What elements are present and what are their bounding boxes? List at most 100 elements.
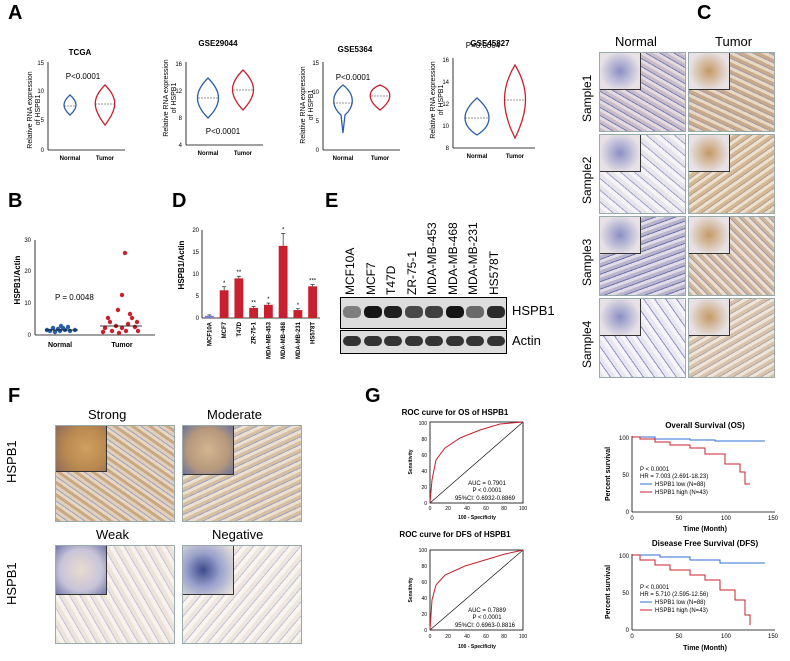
- panel-f: Strong Moderate Weak Negative HSPB1 HSPB…: [0, 405, 365, 650]
- svg-text:60: 60: [483, 506, 489, 512]
- svg-text:Normal: Normal: [60, 156, 81, 162]
- band-hspb1: [384, 306, 402, 318]
- panel-d-bar-chart: HSPB1/Actin 05101520MCF10A*MCF7**T47D**Z…: [177, 228, 320, 359]
- svg-text:HSPB1 low (N=88): HSPB1 low (N=88): [655, 482, 706, 488]
- panel-label-c: C: [697, 2, 712, 24]
- row-label-hspb1-2: HSPB1: [4, 562, 19, 605]
- blot-label-actin: Actin: [512, 333, 541, 348]
- violin-gse45827: GSE45827 Relative RNA expression of HSPB…: [430, 39, 535, 160]
- svg-text:100: 100: [721, 516, 732, 522]
- category-label: MCF10A: [207, 321, 213, 346]
- svg-text:40: 40: [464, 506, 470, 512]
- svg-text:80: 80: [421, 564, 427, 570]
- svg-text:0: 0: [424, 501, 427, 507]
- sample-label: Sample4: [580, 320, 594, 368]
- svg-text:150: 150: [768, 516, 779, 522]
- svg-text:Relative RNA expression: Relative RNA expression: [300, 66, 307, 144]
- svg-text:0: 0: [626, 510, 630, 516]
- band-hspb1: [445, 306, 464, 318]
- svg-text:Tumor: Tumor: [506, 154, 525, 160]
- svg-text:Time (Month): Time (Month): [683, 645, 727, 652]
- panel-label-f: F: [8, 385, 21, 407]
- svg-text:50: 50: [622, 591, 629, 597]
- svg-text:0: 0: [630, 516, 634, 522]
- ihc-normal: [599, 216, 686, 296]
- bar: [308, 286, 318, 318]
- ihc-inset: [600, 299, 641, 336]
- panel-label-b: B: [8, 190, 23, 212]
- bar: [234, 278, 244, 318]
- panel-b: HSPB1/Actin 0 10 20 30 P = 0.0048 Normal…: [0, 200, 170, 370]
- ihc-tumor: [688, 52, 775, 132]
- ihc-inset: [689, 53, 730, 90]
- roc-os: ROC curve for OS of HSPB1 Sensitivity 10…: [402, 408, 528, 521]
- svg-text:95%CI: 0.6932-0.8869: 95%CI: 0.6932-0.8869: [455, 496, 516, 502]
- panel-label-a: A: [8, 2, 23, 24]
- significance-mark: **: [237, 270, 242, 276]
- svg-text:of HSPB1: of HSPB1: [438, 85, 445, 116]
- panel-g-charts: ROC curve for OS of HSPB1 Sensitivity 10…: [399, 408, 779, 652]
- category-label: HS578T: [311, 322, 317, 344]
- svg-text:HSPB1 high (N=43): HSPB1 high (N=43): [655, 608, 708, 614]
- svg-text:Normal: Normal: [333, 156, 354, 162]
- lane-label: MCF7: [363, 262, 378, 295]
- svg-text:P < 0.0001: P < 0.0001: [640, 467, 670, 473]
- svg-text:Normal: Normal: [48, 342, 72, 349]
- svg-text:of HSPB1: of HSPB1: [171, 83, 178, 114]
- band-hspb1: [425, 306, 443, 318]
- lane-label: MDA-MB-453: [425, 222, 439, 295]
- svg-text:80: 80: [421, 437, 427, 443]
- svg-text:P=0.0004: P=0.0004: [466, 41, 501, 50]
- blot-actin: [340, 330, 507, 354]
- svg-text:100: 100: [619, 554, 630, 560]
- ihc-tumor: [688, 216, 775, 296]
- ihc-negative: [182, 545, 302, 644]
- svg-text:Sensitivity: Sensitivity: [408, 577, 414, 602]
- svg-text:40: 40: [421, 596, 427, 602]
- significance-mark: *: [282, 228, 285, 234]
- band-actin: [404, 336, 423, 346]
- significance-mark: *: [267, 297, 270, 303]
- svg-text:100: 100: [721, 634, 732, 640]
- svg-text:Percent survival: Percent survival: [605, 565, 612, 619]
- svg-text:150: 150: [768, 634, 779, 640]
- svg-text:Normal: Normal: [467, 154, 488, 160]
- svg-text:14: 14: [442, 80, 449, 86]
- svg-text:5: 5: [316, 119, 320, 125]
- band-actin: [466, 336, 484, 346]
- svg-text:HSPB1/Actin: HSPB1/Actin: [177, 240, 186, 289]
- category-label: MDA-MB-231: [296, 321, 302, 359]
- label-weak: Weak: [96, 527, 129, 542]
- svg-text:100 - Specificity: 100 - Specificity: [458, 515, 496, 521]
- svg-text:100: 100: [419, 548, 428, 554]
- band-actin: [343, 336, 361, 346]
- ihc-inset: [689, 299, 730, 336]
- svg-text:5: 5: [41, 118, 45, 124]
- svg-text:95%CI: 0.6963-0.8816: 95%CI: 0.6963-0.8816: [455, 623, 516, 629]
- band-actin: [445, 336, 464, 346]
- ihc-inset: [689, 217, 730, 254]
- bar: [249, 307, 259, 318]
- label-moderate: Moderate: [207, 407, 262, 422]
- row-label-hspb1: HSPB1: [4, 440, 19, 483]
- svg-text:GSE5364: GSE5364: [338, 45, 373, 54]
- svg-text:0: 0: [424, 628, 427, 634]
- svg-text:100: 100: [519, 634, 528, 640]
- svg-text:HR = 5.710 (2.595-12.56): HR = 5.710 (2.595-12.56): [640, 592, 708, 598]
- svg-text:15: 15: [312, 61, 319, 67]
- ihc-tumor: [688, 298, 775, 378]
- svg-text:Disease Free Survival (DFS): Disease Free Survival (DFS): [652, 539, 759, 548]
- svg-text:HSPB1 high (N=43): HSPB1 high (N=43): [655, 490, 708, 496]
- svg-text:0: 0: [41, 148, 45, 154]
- category-label: T47D: [237, 321, 243, 336]
- ihc-strong: [55, 425, 175, 522]
- svg-text:8: 8: [179, 116, 183, 122]
- svg-text:Time (Month): Time (Month): [683, 526, 727, 533]
- svg-text:20: 20: [445, 634, 451, 640]
- svg-text:Percent survival: Percent survival: [605, 447, 612, 501]
- panel-b-scatter: HSPB1/Actin 0 10 20 30 P = 0.0048 Normal…: [13, 238, 155, 349]
- panel-label-g: G: [365, 385, 381, 407]
- significance-mark: ***: [309, 279, 317, 285]
- sample-label: Sample3: [580, 238, 594, 286]
- svg-text:ROC curve for OS of HSPB1: ROC curve for OS of HSPB1: [402, 408, 509, 417]
